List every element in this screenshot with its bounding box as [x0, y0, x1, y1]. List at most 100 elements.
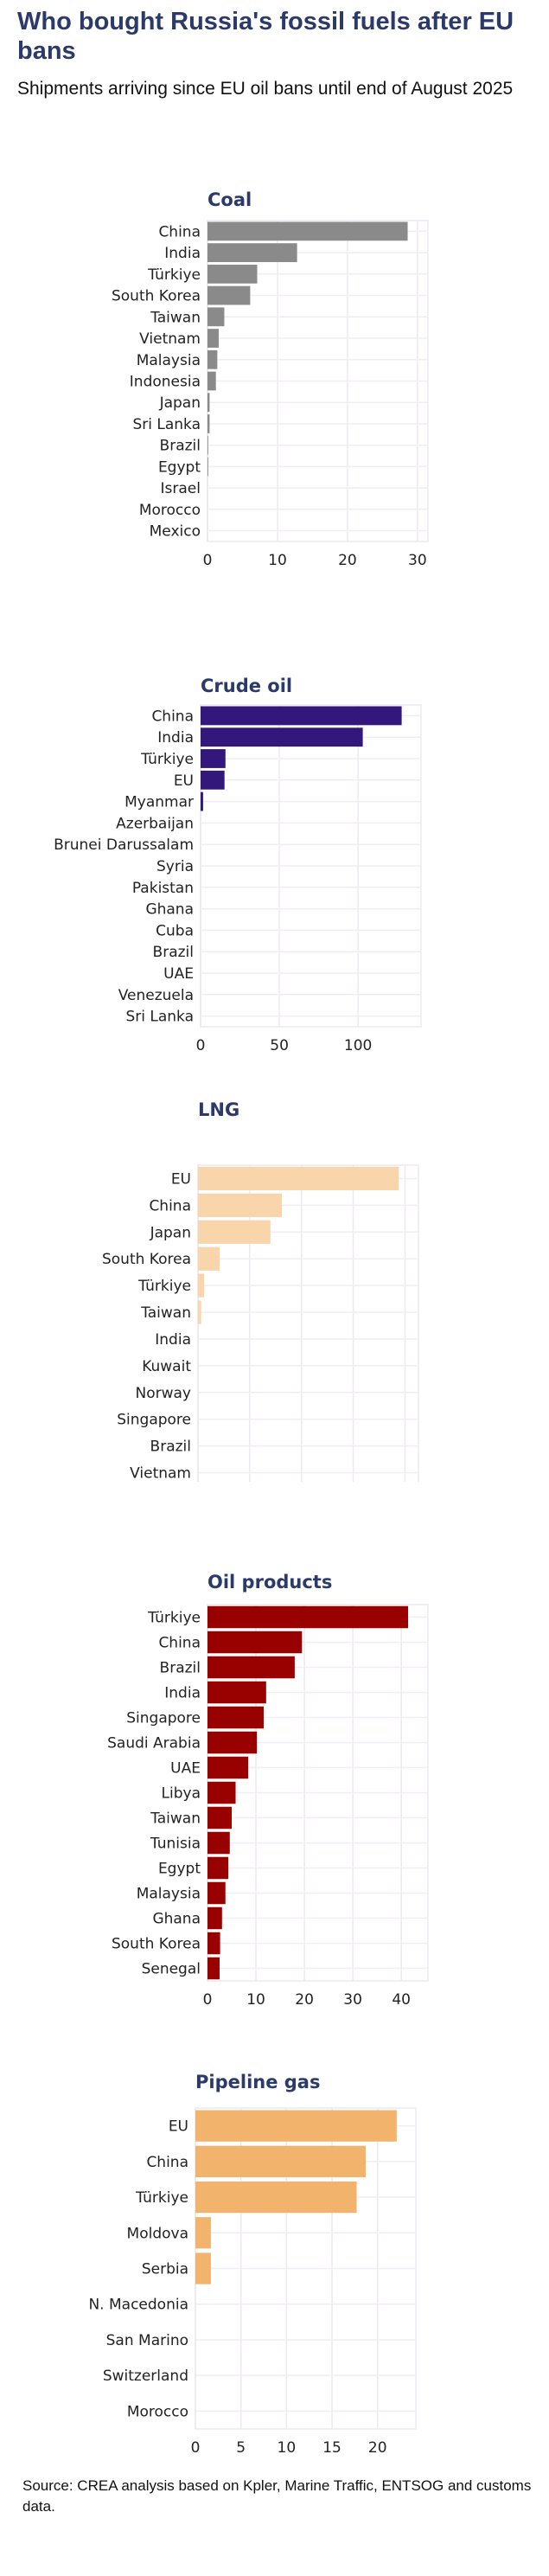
bar — [207, 1932, 220, 1955]
bar — [201, 706, 402, 726]
bar — [207, 1856, 229, 1880]
bar — [207, 1957, 220, 1980]
category-label: Egypt — [158, 458, 201, 476]
source-note: Source: CREA analysis based on Kpler, Ma… — [22, 2477, 532, 2515]
bar — [195, 2181, 357, 2214]
lng-chart: LNG05101520EUChinaJapanSouth KoreaTürkiy… — [102, 1099, 419, 1482]
bar — [195, 2217, 211, 2249]
bar — [207, 393, 210, 413]
x-tick-label: 30 — [408, 552, 427, 569]
x-tick-label: 0 — [203, 1991, 213, 2009]
crude-oil-chart: Crude oil 0 50 100 China India Türkiye EU Myanma… — [54, 676, 422, 1054]
category-label: Myanmar — [124, 794, 194, 811]
category-label: Saudi Arabia — [107, 1735, 201, 1753]
x-tick-label: 15 — [322, 2439, 342, 2456]
bar — [198, 1300, 201, 1324]
category-label: EU — [171, 1170, 191, 1188]
category-label: Sri Lanka — [125, 1009, 194, 1026]
panel-title: Pipeline gas — [195, 2072, 320, 2092]
chart-subtitle: Shipments arriving since EU oil bans unt… — [17, 79, 514, 99]
bar — [207, 349, 218, 369]
bar — [201, 791, 203, 811]
bar — [195, 2252, 211, 2284]
category-label: Serbia — [142, 2261, 188, 2278]
category-label: Vietnam — [130, 1465, 191, 1482]
pipeline-gas-chart: Pipeline gas 0 5 10 15 20 EU China Türkiye Moldov… — [88, 2072, 417, 2456]
bar — [198, 1246, 220, 1271]
bar — [207, 1631, 303, 1654]
x-tick-label: 20 — [295, 1991, 314, 2009]
bar — [207, 1806, 233, 1829]
category-label: Singapore — [117, 1412, 191, 1429]
category-label: Malaysia — [137, 352, 201, 369]
x-tick-label: 10 — [278, 2439, 297, 2456]
plot-area — [197, 1164, 419, 1482]
bar — [207, 1681, 266, 1704]
category-label: Brunei Darussalam — [54, 836, 194, 854]
bar — [198, 1193, 282, 1217]
category-label: China — [149, 1197, 191, 1214]
x-tick-label: 0 — [203, 552, 213, 569]
category-label: India — [164, 1685, 201, 1702]
category-label: Brazil — [153, 944, 194, 961]
x-tick-label: 30 — [343, 1991, 362, 2009]
category-label: EU — [169, 2118, 188, 2136]
bar — [207, 414, 210, 433]
category-label: South Korea — [112, 288, 201, 305]
chart-title: Who bought Russia's fossil fuels after E… — [17, 8, 514, 65]
bar — [198, 1166, 399, 1191]
category-label: Brazil — [150, 1439, 191, 1456]
x-tick-label: 20 — [368, 2439, 387, 2456]
category-label: Singapore — [126, 1710, 201, 1727]
category-label: China — [151, 708, 194, 725]
bar — [198, 1273, 205, 1298]
bar — [195, 2145, 367, 2177]
x-tick-label: 50 — [270, 1037, 289, 1054]
category-label: Egypt — [158, 1861, 201, 1878]
category-label: Türkiye — [135, 2189, 188, 2207]
category-label: Venezuela — [118, 987, 194, 1004]
category-label: Morocco — [127, 2403, 188, 2420]
category-label: Vietnam — [139, 330, 201, 348]
bar — [201, 749, 226, 768]
coal-chart: Coal 0 10 20 30 China India Türkiye South Korea T… — [112, 189, 429, 569]
category-label: Türkiye — [140, 751, 194, 768]
category-label: Azerbaijan — [116, 815, 194, 832]
category-label: China — [146, 2154, 188, 2171]
category-label: San Marino — [106, 2332, 188, 2349]
category-label: South Korea — [112, 1936, 201, 1953]
bar — [207, 243, 297, 262]
category-label: India — [155, 1331, 191, 1349]
bar — [207, 457, 208, 477]
category-label: South Korea — [102, 1251, 191, 1268]
category-label: Cuba — [156, 922, 194, 939]
category-label: Türkiye — [137, 1278, 191, 1295]
bar — [207, 371, 216, 391]
category-label: Israel — [161, 480, 201, 497]
category-label: Brazil — [160, 438, 201, 455]
bar — [207, 221, 408, 241]
category-label: China — [158, 223, 201, 240]
x-tick-label: 100 — [344, 1037, 372, 1054]
category-label: China — [158, 1635, 201, 1652]
category-label: Türkiye — [147, 1610, 201, 1627]
category-label: India — [164, 245, 201, 262]
x-tick-label: 0 — [191, 2439, 201, 2456]
category-label: Syria — [156, 858, 194, 875]
category-label: India — [157, 729, 194, 747]
panel-title: LNG — [198, 1099, 239, 1120]
panel-title: Oil products — [207, 1572, 332, 1592]
category-label: Japan — [159, 394, 201, 412]
bar — [207, 1906, 222, 1930]
category-label: Senegal — [142, 1961, 201, 1978]
category-label: Sri Lanka — [132, 416, 201, 433]
category-label: Norway — [136, 1385, 192, 1402]
x-tick-label: 10 — [268, 552, 287, 569]
category-label: Brazil — [160, 1660, 201, 1677]
category-label: Morocco — [139, 502, 201, 519]
category-label: Japan — [150, 1224, 191, 1241]
category-label: Pakistan — [132, 880, 194, 897]
category-label: Malaysia — [137, 1886, 201, 1903]
panel-title: Crude oil — [201, 676, 292, 696]
category-label: N. Macedonia — [88, 2297, 188, 2314]
